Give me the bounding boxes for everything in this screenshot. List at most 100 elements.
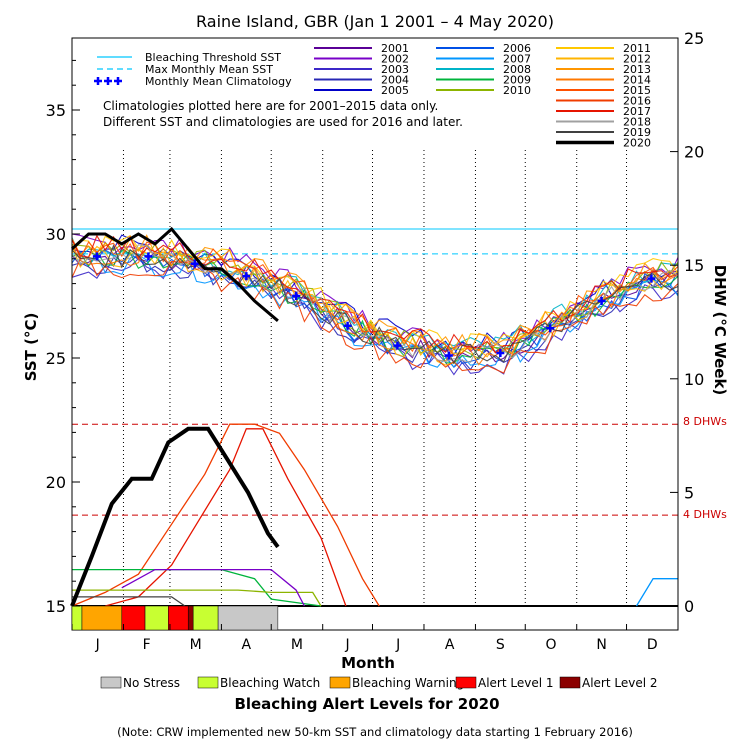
legend-year-label: 2013 <box>623 63 651 76</box>
y-left-tick-label: 15 <box>46 597 66 616</box>
sst-line-2001 <box>71 247 679 363</box>
alert-bar-segment <box>121 605 146 631</box>
note-line-2: Different SST and climatologies are used… <box>103 115 463 129</box>
sst-line-2009 <box>71 249 679 364</box>
legend-year-label: 2003 <box>381 63 409 76</box>
y-right-tick-label: 5 <box>684 483 694 502</box>
legend-year-label: 2005 <box>381 84 409 97</box>
sst-line-2016 <box>71 256 679 374</box>
dhw-2017-line <box>105 428 347 607</box>
climatology-marker <box>92 252 101 261</box>
climatology-marker <box>647 274 656 283</box>
alert-bar-segment <box>187 605 194 631</box>
legend-year-label: 2011 <box>623 42 651 55</box>
y-axis-right-ticks: 0 5 10 15 20 25 <box>670 29 704 616</box>
dhw-8-label: 8 DHWs <box>683 415 727 428</box>
note-line-1: Climatologies plotted here are for 2001–… <box>103 99 438 113</box>
y-left-tick-label: 30 <box>46 225 66 244</box>
climatology-marker <box>393 341 402 350</box>
alert-bar-segment <box>217 605 279 631</box>
legend-year-label: 2002 <box>381 53 409 66</box>
dhw-2019-line <box>72 596 186 607</box>
climatology-marker <box>546 324 555 333</box>
sst-line-2017 <box>71 234 679 354</box>
alert-legend-swatch <box>329 676 351 689</box>
legend-year-label: 2020 <box>623 137 651 150</box>
dhw-2002-line <box>121 568 305 607</box>
dhw-series <box>71 423 678 607</box>
alert-legend-title: Bleaching Alert Levels for 2020 <box>234 695 499 713</box>
legend-year-label: 2001 <box>381 42 409 55</box>
alert-bar-segment <box>144 605 169 631</box>
climatology-marker <box>444 351 453 360</box>
y-axis-left-label: SST (°C) <box>22 313 40 382</box>
x-tick-label: J <box>95 637 100 653</box>
legend-year-label: 2016 <box>623 95 651 108</box>
dhw-2007_end-line <box>635 578 678 607</box>
footnote: (Note: CRW implemented new 50-km SST and… <box>117 725 633 739</box>
legend-year-label: 2015 <box>623 84 651 97</box>
x-tick-label: D <box>647 637 658 653</box>
y-axis-right-label: DHW (°C Week) <box>711 265 729 396</box>
alert-legend-label: Bleaching Watch <box>220 676 320 690</box>
climatology-marker <box>496 349 505 358</box>
climatology-marker <box>190 259 199 268</box>
legend-year-label: 2008 <box>503 63 531 76</box>
legend-year-label: 2004 <box>381 74 409 87</box>
series-2020 <box>70 226 280 607</box>
x-tick-label: O <box>545 637 556 653</box>
y-right-tick-label: 10 <box>684 370 704 389</box>
x-tick-label: S <box>496 637 505 653</box>
legend-year-label: 2009 <box>503 74 531 87</box>
legend-ref-label: Max Monthly Mean SST <box>145 63 273 76</box>
alert-legend-label: Alert Level 1 <box>478 676 554 690</box>
legend-year-label: 2012 <box>623 53 651 66</box>
dhw-line-2020 <box>70 426 280 607</box>
x-tick-label: A <box>445 637 455 653</box>
legend-ref-label: Bleaching Threshold SST <box>145 51 281 64</box>
x-tick-label: F <box>143 637 151 653</box>
alert-legend-label: Alert Level 2 <box>582 676 658 690</box>
y-right-tick-label: 20 <box>684 143 704 162</box>
dhw-2016-line <box>71 423 380 607</box>
x-axis-label: Month <box>341 654 395 672</box>
sst-line-2020 <box>70 226 279 322</box>
climatology-markers <box>92 252 656 360</box>
alert-legend-swatch <box>455 676 477 689</box>
legend-year-label: 2010 <box>503 84 531 97</box>
sst-line-2011 <box>71 234 679 355</box>
alert-level-legend: No Stress Bleaching Watch Bleaching Warnin… <box>100 676 658 690</box>
alert-legend-swatch <box>100 676 122 689</box>
legend-ref-label: Monthly Mean Climatology <box>145 75 292 88</box>
y-right-tick-label: 0 <box>684 597 694 616</box>
x-tick-label: J <box>345 637 350 653</box>
alert-legend-label: Bleaching Warning <box>352 676 464 690</box>
alert-legend-swatch <box>197 676 219 689</box>
legend-plus-icon <box>104 77 112 85</box>
x-tick-label: A <box>242 637 252 653</box>
x-tick-label: M <box>190 637 202 653</box>
plot-frame <box>71 37 679 631</box>
x-tick-label: N <box>596 637 606 653</box>
alert-legend-swatch <box>559 676 581 689</box>
sst-line-2007 <box>71 254 679 368</box>
climatology-marker <box>343 321 352 330</box>
legend-plus-icon <box>114 77 122 85</box>
legend-year-label: 2014 <box>623 74 651 87</box>
y-right-tick-label: 15 <box>684 256 704 275</box>
climatology-marker <box>242 272 251 281</box>
dhw-4-label: 4 DHWs <box>683 508 727 521</box>
legend-year-label: 2007 <box>503 53 531 66</box>
legend-year-label: 2019 <box>623 126 651 139</box>
climatology-marker <box>597 296 606 305</box>
climatology-marker <box>144 252 153 261</box>
x-tick-label: J <box>395 637 400 653</box>
alert-legend-label: No Stress <box>123 676 180 690</box>
alert-bar-segment <box>81 605 123 631</box>
y-left-tick-label: 35 <box>46 101 66 120</box>
y-left-tick-label: 20 <box>46 473 66 492</box>
